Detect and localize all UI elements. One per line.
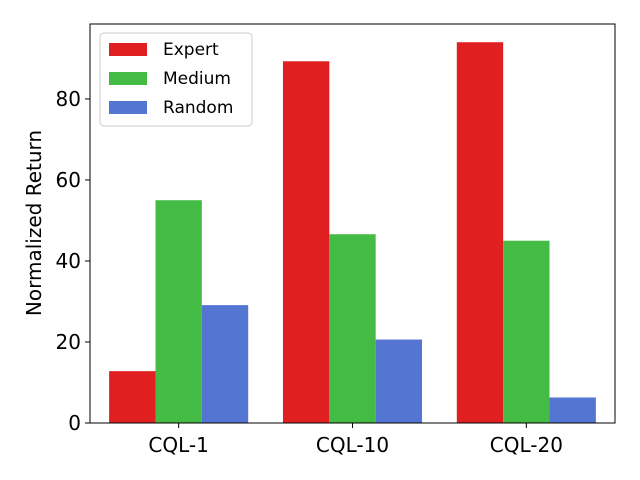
bar-expert-cql-20	[456, 42, 504, 423]
x-tick-label: CQL-1	[148, 433, 208, 457]
bar-random-cql-10	[375, 339, 423, 423]
legend: Expert Medium Random	[99, 32, 253, 127]
bar-medium-cql-20	[503, 240, 550, 423]
x-tick-label: CQL-10	[316, 433, 389, 457]
legend-swatch-medium	[109, 72, 147, 85]
bars-group	[109, 42, 596, 424]
y-tick-label: 0	[68, 411, 81, 435]
y-tick-label: 20	[56, 330, 81, 354]
bar-expert-cql-10	[282, 61, 330, 424]
y-tick-label: 60	[56, 168, 81, 192]
x-axis: CQL-1 CQL-10 CQL-20	[148, 423, 563, 457]
legend-swatch-random	[109, 101, 147, 114]
bar-expert-cql-1	[109, 371, 156, 423]
legend-label-random: Random	[163, 98, 233, 118]
bar-medium-cql-10	[329, 234, 376, 423]
y-tick-label: 40	[56, 249, 81, 273]
legend-swatch-expert	[109, 43, 147, 56]
y-tick-label: 80	[56, 87, 81, 111]
y-axis: 0 20 40 60 80	[56, 87, 90, 435]
legend-label-medium: Medium	[163, 69, 231, 89]
legend-label-expert: Expert	[163, 40, 219, 60]
bar-medium-cql-1	[155, 200, 202, 423]
bar-random-cql-1	[201, 305, 249, 423]
bar-random-cql-20	[549, 397, 596, 423]
x-tick-label: CQL-20	[490, 433, 563, 457]
y-axis-label: Normalized Return	[22, 130, 46, 316]
